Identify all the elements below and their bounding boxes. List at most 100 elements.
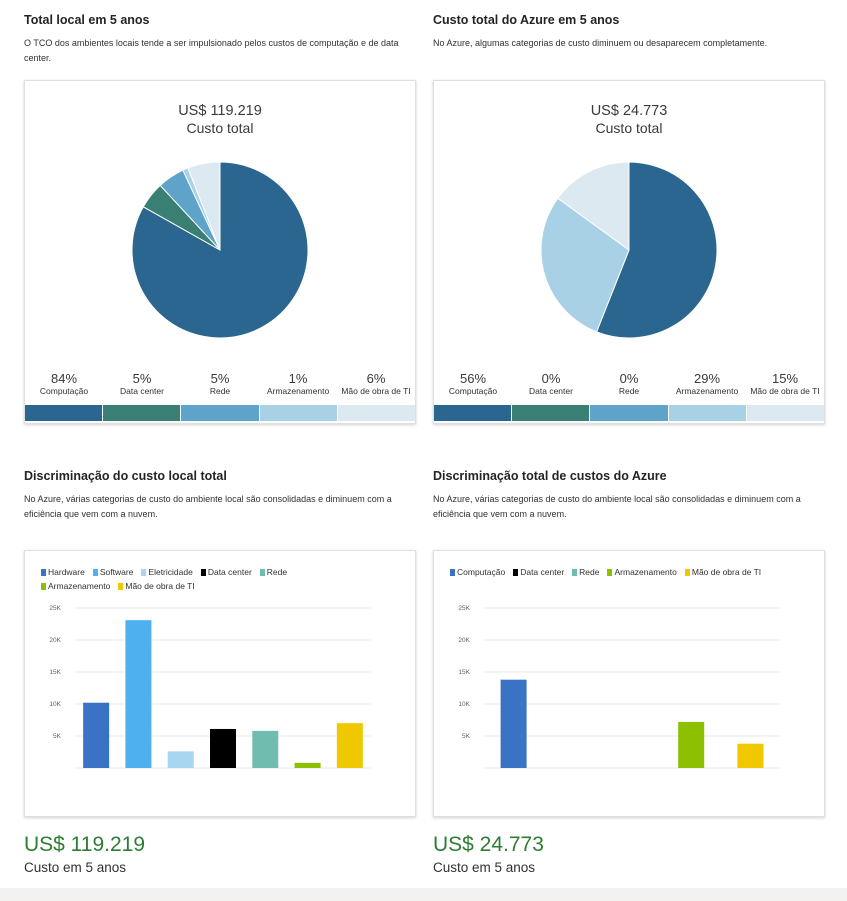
pie-legend-item: 6% Mão de obra de TI (337, 371, 415, 401)
bar-legend-label: Rede (266, 567, 288, 577)
onprem-tco-description: O TCO dos ambientes locais tende a ser i… (24, 38, 399, 63)
pie-color-swatch (181, 405, 259, 421)
y-tick-label: 10K (49, 701, 61, 708)
azure-pie-total-label: Custo total (595, 120, 663, 136)
onprem-big-total: US$ 119.219 (24, 833, 146, 856)
pie-legend-item: 5% Data center (103, 371, 181, 401)
pie-color-swatch (746, 405, 825, 421)
y-tick-label: 5K (53, 733, 62, 740)
onprem-bar-chart: 5K 10K 15K 20K 25K (49, 605, 371, 769)
onprem-pie-card: US$ 119.219 Custo total 84% Computação 5% D… (24, 80, 416, 424)
bar[interactable] (167, 751, 194, 768)
pie-legend-category: Rede (209, 386, 231, 396)
azure-bar-legend: Computação Data center Rede Armazenamento Mã… (450, 565, 780, 579)
onprem-pie-total: US$ 119.219 Custo total (25, 103, 415, 136)
bar[interactable] (125, 620, 152, 768)
pie-legend-category: Data center (120, 386, 164, 396)
azure-big-total-label: Custo em 5 anos (433, 860, 536, 875)
pie-color-swatch (512, 405, 590, 421)
legend-swatch (92, 569, 98, 576)
bar[interactable] (252, 730, 279, 768)
y-tick-label: 10K (458, 701, 470, 708)
bar-legend-item[interactable]: Data center (200, 565, 252, 579)
pie-slice[interactable] (540, 197, 630, 333)
bar-legend-item[interactable]: Armazenamento (607, 565, 677, 579)
azure-breakdown-section: Discriminação total de custos do Azure N… (433, 468, 825, 522)
pie-color-swatch (25, 405, 103, 421)
onprem-bar-legend: Hardware Software Eletricidade Data center R… (41, 565, 371, 593)
bar[interactable] (83, 702, 110, 768)
bar[interactable] (294, 762, 321, 768)
bar-legend-item[interactable]: Computação (450, 565, 505, 579)
bar-legend-label: Rede (579, 567, 600, 577)
bar-legend-label: Data center (207, 567, 252, 577)
pie-legend-percent: 0% (541, 371, 561, 386)
pie-legend-percent: 0% (619, 371, 639, 386)
bar[interactable] (210, 728, 236, 768)
bar-legend-item[interactable]: Hardware (41, 565, 85, 579)
pie-color-swatch (590, 405, 668, 421)
pie-legend-category: Mão de obra de TI (750, 386, 820, 396)
bar-legend-item[interactable]: Data center (513, 565, 564, 579)
legend-swatch (259, 569, 265, 576)
y-tick-label: 5K (462, 733, 471, 740)
legend-swatch (572, 569, 578, 576)
bar[interactable] (737, 743, 764, 768)
bar-legend-item[interactable]: Mão de obra de TI (684, 565, 762, 579)
onprem-pie-total-label: Custo total (186, 120, 254, 136)
azure-tco-description: No Azure, algumas categorias de custo di… (433, 38, 768, 48)
onprem-tco-title: Total local em 5 anos (24, 13, 150, 27)
bar-legend-label: Armazenamento (48, 581, 111, 591)
pie-legend-category: Rede (618, 386, 640, 396)
bar[interactable] (500, 679, 527, 768)
azure-tco-section: Custo total do Azure em 5 anos No Azure,… (433, 12, 825, 51)
pie-legend-percent: 56% (459, 371, 487, 386)
bar-legend-label: Armazenamento (614, 567, 677, 577)
onprem-pie-legend: 84% Computação 5% Data center 5% Rede 1% Armaze… (25, 371, 415, 401)
bar-legend-item[interactable]: Rede (259, 565, 288, 579)
y-tick-label: 20K (458, 637, 470, 644)
pie-legend-percent: 5% (210, 371, 230, 386)
bar[interactable] (678, 721, 705, 768)
pie-legend-category: Computação (448, 386, 498, 396)
pie-color-swatch (668, 405, 746, 421)
bar-legend-label: Eletricidade (148, 567, 193, 577)
pie-slice[interactable] (557, 161, 630, 251)
pie-legend-percent: 6% (366, 371, 386, 386)
bar-legend-item[interactable]: Eletricidade (141, 565, 193, 579)
pie-legend-item: 0% Data center (512, 371, 590, 401)
azure-breakdown-title: Discriminação total de custos do Azure (433, 469, 667, 483)
y-tick-label: 25K (49, 605, 61, 612)
y-tick-label: 20K (49, 637, 61, 644)
bar-legend-item[interactable]: Rede (572, 565, 599, 579)
azure-bar-card: Computação Data center Rede Armazenamento Mã… (433, 550, 825, 817)
bar-legend-label: Data center (520, 567, 565, 577)
bar-legend-label: Software (99, 567, 134, 577)
azure-bar-chart: 5K 10K 15K 20K 25K (458, 605, 780, 769)
bar-legend-label: Mão de obra de TI (691, 567, 762, 577)
pie-legend-percent: 5% (132, 371, 152, 386)
azure-pie-total-amount: US$ 24.773 (590, 103, 668, 119)
y-tick-label: 15K (458, 669, 470, 676)
page-footer-bar (0, 888, 847, 901)
pie-legend-item: 84% Computação (25, 371, 103, 401)
legend-swatch (41, 583, 46, 590)
pie-slice[interactable] (595, 161, 718, 339)
azure-pie-card: US$ 24.773 Custo total 56% Computação 0% Da… (433, 80, 825, 424)
azure-tco-title: Custo total do Azure em 5 anos (433, 13, 620, 27)
bar-legend-item[interactable]: Armazenamento (41, 579, 110, 593)
legend-swatch (684, 569, 690, 576)
pie-legend-item: 15% Mão de obra de TI (746, 371, 824, 401)
onprem-breakdown-description: No Azure, várias categorias de custo do … (24, 494, 392, 519)
legend-swatch (513, 569, 519, 576)
azure-pie-chart (540, 161, 718, 339)
onprem-pie-chart (131, 161, 309, 339)
bar-legend-item[interactable]: Mão de obra de TI (118, 579, 195, 593)
pie-legend-percent: 84% (50, 371, 78, 386)
pie-slice[interactable] (187, 161, 221, 251)
bar-legend-item[interactable]: Software (92, 565, 134, 579)
bar[interactable] (336, 723, 363, 768)
pie-slice[interactable] (131, 161, 309, 339)
azure-breakdown-description: No Azure, várias categorias de custo do … (433, 494, 801, 519)
pie-legend-item: 29% Armazenamento (668, 371, 746, 401)
